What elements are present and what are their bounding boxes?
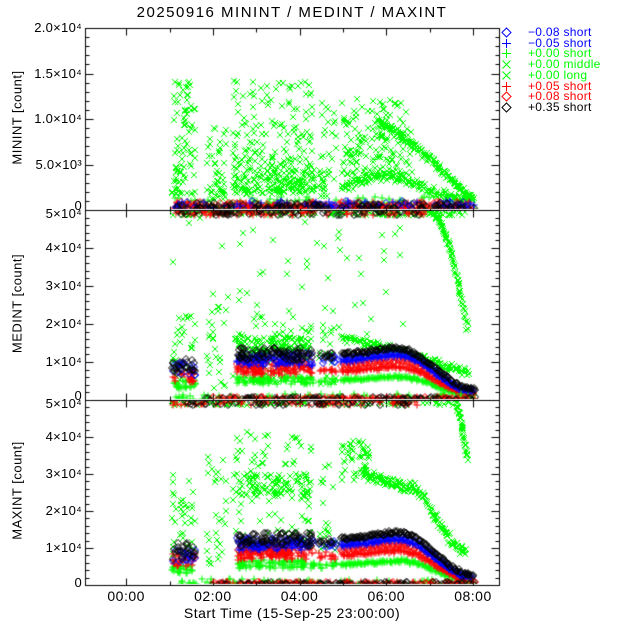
y-tick-label: 4×10⁴ xyxy=(45,429,82,444)
legend-item-label: −0.05 short xyxy=(528,35,592,50)
legend-item-label: −0.08 short xyxy=(528,25,592,39)
legend-item-label: +0.00 short xyxy=(528,46,592,61)
y-tick-label: 2×10⁴ xyxy=(45,503,82,518)
y-tick-label: 2×10⁴ xyxy=(45,316,82,331)
x-tick-label: 02:00 xyxy=(194,588,232,604)
y-tick-label: 4×10⁴ xyxy=(45,240,82,255)
y-tick-label: 0 xyxy=(74,575,82,590)
y-tick-label: 3×10⁴ xyxy=(45,278,82,293)
legend-item: +0.00 long xyxy=(501,67,588,82)
diamond-marker-icon xyxy=(501,91,512,102)
y-tick-label: 3×10⁴ xyxy=(45,466,82,481)
x-tick-label: 06:00 xyxy=(367,588,406,604)
legend-item-label: +0.00 long xyxy=(528,67,588,82)
plus-marker-icon xyxy=(502,49,511,59)
x-axis-title: Start Time (15-Sep-25 23:00:00) xyxy=(183,605,401,621)
y-tick-label: 1.5×10⁴ xyxy=(34,65,82,81)
diamond-marker-icon xyxy=(501,27,512,38)
y-tick-label: 1×10⁴ xyxy=(45,354,82,369)
legend-item: +0.05 short xyxy=(501,78,592,93)
legend-item-label: +0.05 short xyxy=(528,78,592,93)
chart-title: 20250916 MININT / MEDINT / MAXINT xyxy=(136,4,448,21)
legend-item-label: +0.35 short xyxy=(528,99,592,114)
x-marker-icon xyxy=(502,60,511,69)
y-tick-label: 0 xyxy=(74,388,82,403)
legend-item: +0.08 short xyxy=(501,89,592,104)
legend-item: −0.05 short xyxy=(501,35,592,50)
legend-item: +0.00 short xyxy=(501,46,592,61)
y-tick-label: 1×10⁴ xyxy=(45,540,82,555)
x-tick-label: 00:00 xyxy=(107,588,145,604)
plus-marker-icon xyxy=(502,81,511,91)
legend-item: +0.35 short xyxy=(501,99,592,114)
y-tick-label: 1.0×10⁴ xyxy=(34,111,82,126)
legend-item-label: +0.00 middle xyxy=(528,57,601,72)
x-marker-icon xyxy=(502,70,511,80)
y-tick-label: 5.0×10³ xyxy=(35,156,82,172)
x-tick-label: 08:00 xyxy=(454,588,492,604)
y-tick-label: 5×10⁴ xyxy=(45,206,82,221)
y-tick-label: 5×10⁴ xyxy=(45,396,82,411)
diamond-marker-icon xyxy=(501,102,512,113)
legend-item: −0.08 short xyxy=(501,25,592,39)
legend-item: +0.00 middle xyxy=(501,57,601,72)
y-tick-label: 2.0×10⁴ xyxy=(34,20,82,35)
plus-marker-icon xyxy=(502,38,511,48)
x-tick-label: 04:00 xyxy=(280,588,319,604)
legend-item-label: +0.08 short xyxy=(528,89,592,104)
y-tick-label: 0 xyxy=(74,198,82,213)
